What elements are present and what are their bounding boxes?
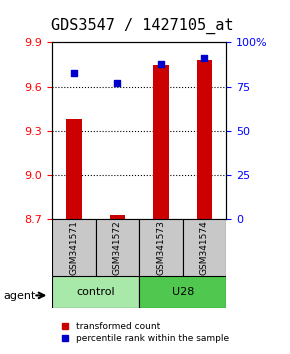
Bar [96,219,139,276]
Bar [139,276,226,308]
Legend: transformed count, percentile rank within the sample: transformed count, percentile rank withi… [61,322,229,343]
Bar [52,219,96,276]
Text: GSM341571: GSM341571 [69,220,79,275]
Bar [66,119,81,219]
Bar [139,219,183,276]
Text: control: control [76,287,115,297]
Text: GDS3547 / 1427105_at: GDS3547 / 1427105_at [51,17,233,34]
Text: agent: agent [3,291,35,301]
Point [115,80,120,86]
Bar [110,215,125,219]
Point [202,56,207,61]
Bar [153,65,168,219]
Point [159,61,163,67]
Bar [52,276,139,308]
Bar [183,219,226,276]
Text: GSM341572: GSM341572 [113,221,122,275]
Bar [197,60,212,219]
Text: GSM341573: GSM341573 [156,220,166,275]
Text: GSM341574: GSM341574 [200,221,209,275]
Point [72,70,76,75]
Text: U28: U28 [171,287,194,297]
